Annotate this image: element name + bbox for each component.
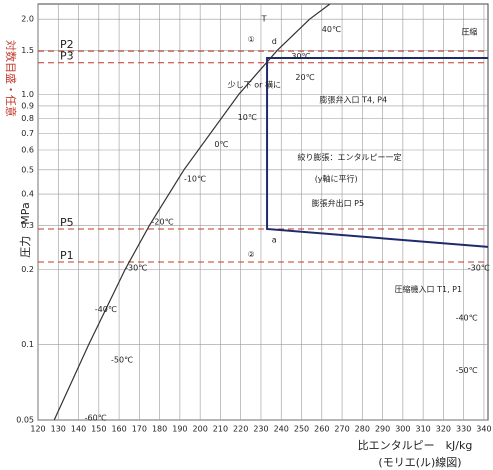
x-tick-label: 130 <box>51 425 66 434</box>
annotation: ② <box>248 250 255 259</box>
annotation: 圧縮 <box>461 26 477 36</box>
x-tick-label: 220 <box>233 425 248 434</box>
x-tick-label: 270 <box>334 425 349 434</box>
y-tick-label: 0.5 <box>21 165 34 174</box>
y-tick-label: 0.4 <box>21 190 34 199</box>
x-tick-label: 320 <box>436 425 451 434</box>
chart: 圧力 MPa 対数目盛・任意 比エンタルピー kJ/kg (モリエ(ル)線図) … <box>0 0 493 470</box>
y-tick-label: 1.5 <box>21 46 34 55</box>
y-tick-label: 2.0 <box>21 15 34 24</box>
x-tick-label: 340 <box>476 425 491 434</box>
annotation: ① <box>248 35 255 44</box>
caption: (モリエ(ル)線図) <box>378 455 461 469</box>
y-axis-note: 対数目盛・任意 <box>4 40 18 117</box>
y-tick-label: 0.8 <box>21 114 34 123</box>
annotation: 絞り膨張：エンタルピー一定 <box>297 152 401 162</box>
x-tick-label: 250 <box>294 425 309 434</box>
pressure-label: P5 <box>60 216 74 229</box>
annotation: (y軸に平行) <box>315 173 358 183</box>
temperature-label: 30℃ <box>291 52 310 61</box>
annotation: 膨張弁出口 P5 <box>312 198 364 208</box>
temperature-label: 10℃ <box>238 113 257 122</box>
temperature-label: -50℃ <box>456 366 478 375</box>
x-tick-label: 150 <box>91 425 106 434</box>
y-tick-label: 0.1 <box>21 340 34 349</box>
temperature-label: -40℃ <box>95 305 117 314</box>
temperature-label: -40℃ <box>456 313 478 322</box>
annotation: 圧縮機入口 T1, P1 <box>395 284 463 294</box>
x-tick-label: 290 <box>375 425 390 434</box>
temperature-label: -50℃ <box>111 355 133 364</box>
annotation: a <box>272 236 277 245</box>
x-tick-label: 180 <box>152 425 167 434</box>
x-tick-label: 240 <box>274 425 289 434</box>
temperature-label: 20℃ <box>295 73 314 82</box>
pressure-label: P1 <box>60 249 74 262</box>
x-tick-label: 200 <box>193 425 208 434</box>
temperature-label: -10℃ <box>184 174 206 183</box>
x-tick-label: 140 <box>71 425 86 434</box>
x-tick-label: 120 <box>30 425 45 434</box>
temperature-label: -30℃ <box>125 263 147 272</box>
series-line <box>54 4 330 420</box>
y-tick-label: 0.9 <box>21 101 34 110</box>
x-tick-label: 280 <box>355 425 370 434</box>
y-axis-label: 圧力 MPa <box>19 202 32 257</box>
temperature-label: 40℃ <box>322 25 341 34</box>
annotation: d <box>272 37 277 46</box>
x-tick-label: 310 <box>415 425 430 434</box>
temperature-label: -60℃ <box>85 413 107 422</box>
x-tick-label: 210 <box>213 425 228 434</box>
x-tick-label: 160 <box>111 425 126 434</box>
x-tick-label: 300 <box>395 425 410 434</box>
annotation: 少し下 or 横に <box>228 80 281 90</box>
temperature-label: -30℃ <box>468 263 490 272</box>
temperature-label: 0℃ <box>214 140 228 149</box>
y-tick-label: 1.0 <box>21 90 34 99</box>
y-tick-label: 0.3 <box>21 221 34 230</box>
pressure-label: P3 <box>60 50 74 63</box>
y-tick-label: 0.6 <box>21 146 34 155</box>
x-tick-label: 190 <box>172 425 187 434</box>
annotation: 膨張弁入口 T4, P4 <box>320 95 388 105</box>
y-tick-label: 0.7 <box>21 129 34 138</box>
y-tick-label: 0.05 <box>16 416 34 425</box>
x-tick-label: 330 <box>456 425 471 434</box>
x-tick-label: 230 <box>253 425 268 434</box>
y-tick-label: 0.2 <box>21 265 34 274</box>
x-axis-label: 比エンタルピー kJ/kg <box>358 439 473 452</box>
annotation: T <box>261 15 267 24</box>
x-tick-label: 170 <box>132 425 147 434</box>
x-tick-label: 260 <box>314 425 329 434</box>
temperature-label: -20℃ <box>152 217 174 226</box>
